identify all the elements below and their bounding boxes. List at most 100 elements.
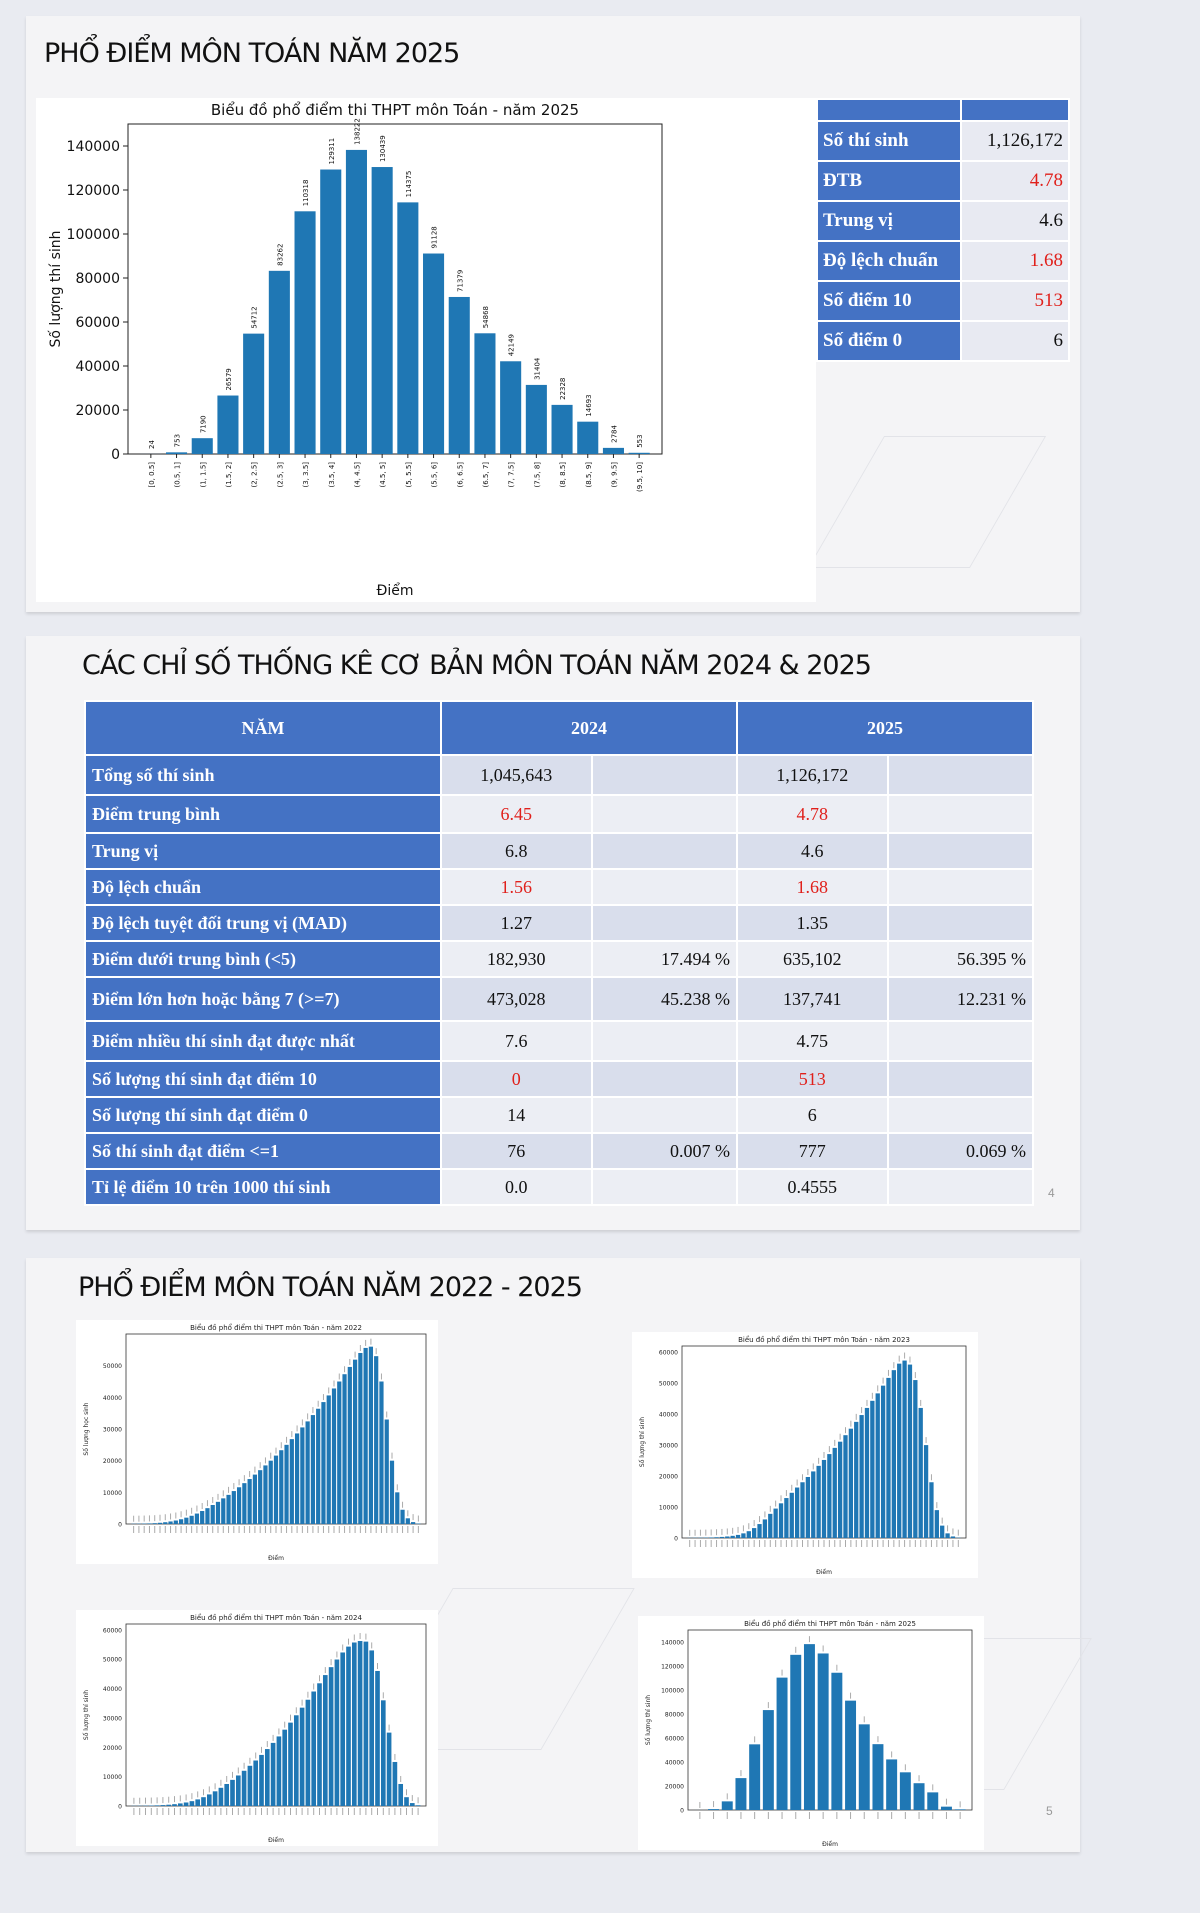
bar <box>242 1483 247 1524</box>
y-tick-label: 100000 <box>67 227 120 243</box>
bar-value-label: 31404 <box>533 357 541 380</box>
bar <box>773 1508 778 1538</box>
bar <box>730 1535 735 1538</box>
percent-2024 <box>590 904 738 942</box>
bar <box>342 1374 347 1524</box>
y-tick-label: 50000 <box>659 1381 678 1388</box>
bar <box>397 202 419 454</box>
value-2024: 1.56 <box>440 868 593 906</box>
bar-value-label: 130439 <box>379 135 387 162</box>
bar <box>790 1654 802 1810</box>
y-tick-label: 20000 <box>659 1474 678 1481</box>
y-tick-label: 40000 <box>75 359 120 375</box>
bar <box>762 1519 768 1538</box>
value-2025: 4.6 <box>735 832 889 870</box>
bar <box>215 1501 221 1524</box>
bar <box>163 1522 168 1524</box>
x-tick-label: (9, 9.5] <box>610 462 618 488</box>
bar <box>195 1799 201 1806</box>
summary-row: Độ lệch chuẩn 1.68 <box>816 240 1070 282</box>
header-2025: 2025 <box>735 700 1035 756</box>
summary-value: 6 <box>960 320 1070 362</box>
row-label: Số thí sinh đạt điểm <=1 <box>84 1132 442 1170</box>
bar-chart-2025: Biểu đồ phổ điểm thi THPT môn Toán - năm… <box>645 1619 973 1848</box>
bar <box>423 253 445 454</box>
bar <box>929 1482 934 1538</box>
slide-title: CÁC CHỈ SỐ THỐNG KÊ CƠ BẢN MÔN TOÁN NĂM … <box>82 650 872 681</box>
value-2025: 513 <box>735 1060 889 1098</box>
bar <box>872 1744 884 1810</box>
y-tick-label: 120000 <box>67 183 120 199</box>
summary-table: Số thí sinh 1,126,172 ĐTB 4.78 Trung vị 4.6 Độ… <box>816 98 1070 362</box>
comparison-row: Độ lệch tuyệt đối trung vị (MAD) 1.27 1.35 <box>84 904 1035 942</box>
bar <box>864 1407 870 1538</box>
x-tick-label: (1.5, 2] <box>225 462 233 488</box>
bar <box>837 1441 843 1538</box>
plot-frame <box>125 1623 427 1807</box>
percent-2025 <box>886 1060 1035 1098</box>
bar <box>386 1732 392 1806</box>
bar <box>166 452 188 454</box>
percent-2025 <box>886 904 1035 942</box>
bar <box>380 1700 386 1806</box>
x-tick-label: (7.5, 8] <box>533 462 541 488</box>
y-axis-label: Số lượng học sinh <box>83 1402 90 1455</box>
summary-row: Số điểm 10 513 <box>816 280 1070 322</box>
comparison-row: Tỉ lệ điểm 10 trên 1000 thí sinh 0.0 0.455… <box>84 1168 1035 1206</box>
value-2024: 0 <box>440 1060 593 1098</box>
bar <box>258 1470 263 1524</box>
value-2024: 1,045,643 <box>440 754 593 796</box>
summary-label: Số điểm 0 <box>816 320 962 362</box>
value-2024: 6.45 <box>440 794 593 834</box>
bar <box>500 361 522 454</box>
bar <box>340 1652 346 1806</box>
summary-label: Độ lệch chuẩn <box>816 240 962 282</box>
bar <box>264 1749 270 1806</box>
y-tick-label: 60000 <box>75 315 120 331</box>
bar <box>253 1760 259 1806</box>
bar-value-label: 54868 <box>482 306 490 328</box>
comparison-row: Số thí sinh đạt điểm <=1 76 0.007 % 777 0.06… <box>84 1132 1035 1170</box>
plot-frame <box>127 123 663 455</box>
bar-value-label: 2784 <box>610 425 618 443</box>
bar-value-label: 14693 <box>585 394 593 416</box>
value-2024: 182,930 <box>440 940 593 978</box>
row-label: Điểm lớn hơn hoặc bằng 7 (>=7) <box>84 976 442 1022</box>
bar <box>279 1450 284 1524</box>
x-tick-label: (2, 2.5] <box>251 462 259 488</box>
bar <box>940 1525 945 1538</box>
bar <box>525 384 547 454</box>
bar <box>379 1381 384 1524</box>
row-label: Độ lệch chuẩn <box>84 868 442 906</box>
y-tick-label: 140000 <box>661 1640 684 1647</box>
y-tick-label: 100000 <box>661 1688 684 1695</box>
plot-frame <box>687 1629 973 1811</box>
bar <box>577 421 599 454</box>
value-2025: 635,102 <box>735 940 889 978</box>
bar <box>954 1809 966 1810</box>
chart-title: Biểu đồ phổ điểm thi THPT môn Toán - năm… <box>744 1619 916 1628</box>
x-tick-label: (6.5, 7] <box>482 462 490 488</box>
comparison-row: Điểm lớn hơn hoặc bằng 7 (>=7) 473,028 45.… <box>84 976 1035 1022</box>
y-axis-label: Số lượng thí sinh <box>47 230 64 347</box>
bar <box>768 1513 773 1538</box>
bar <box>735 1778 747 1810</box>
percent-2024: 17.494 % <box>590 940 738 978</box>
y-axis-label: Số lượng thí sinh <box>645 1695 652 1745</box>
y-tick-label: 50000 <box>103 1657 122 1664</box>
bar <box>404 1797 409 1806</box>
bar <box>270 1742 276 1806</box>
bar <box>334 1659 340 1806</box>
y-axis-label: Số lượng thí sinh <box>639 1417 646 1467</box>
value-2025: 6 <box>735 1096 889 1134</box>
bar-value-label: 54712 <box>251 306 259 328</box>
summary-header-cell <box>960 98 1070 122</box>
summary-row: Trung vị 4.6 <box>816 200 1070 242</box>
bar <box>827 1454 832 1538</box>
row-label: Trung vị <box>84 832 442 870</box>
bar <box>448 296 470 454</box>
bar <box>231 1491 236 1524</box>
comparison-table: NĂM 2024 2025 Tổng số thí sinh 1,045,643 1… <box>84 700 1035 1206</box>
bar <box>602 447 624 454</box>
bar-value-label: 129311 <box>328 138 336 165</box>
